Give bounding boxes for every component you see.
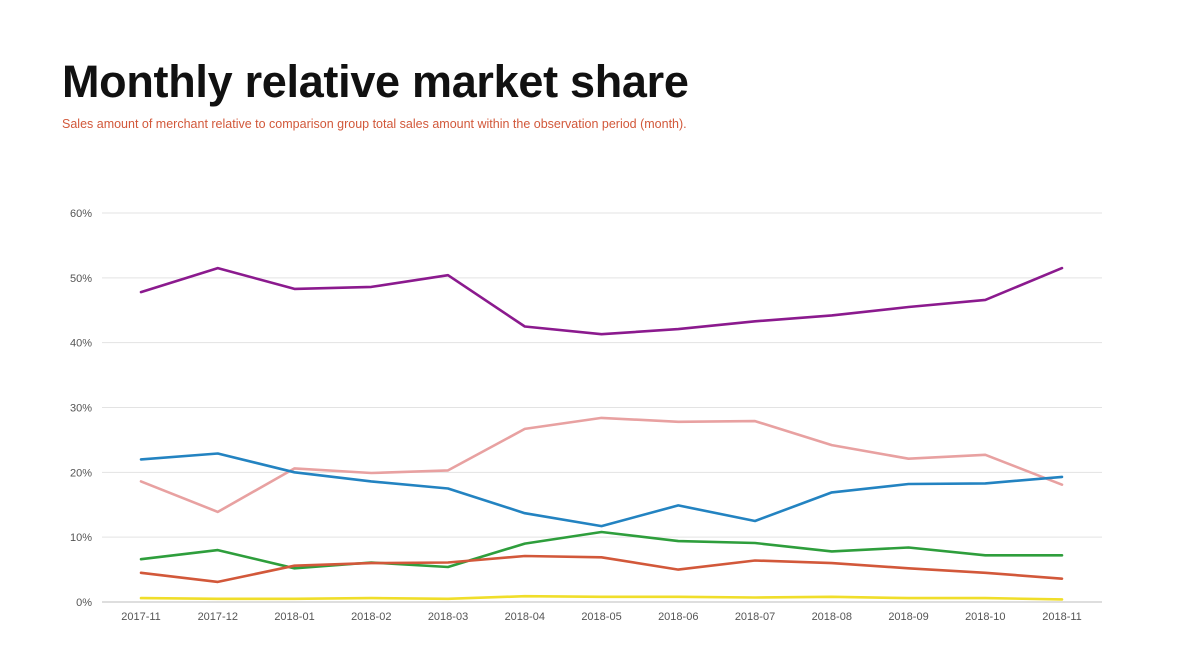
x-tick-label: 2017-11 bbox=[121, 611, 161, 623]
x-axis: 2017-11 2017-12 2018-01 2018-02 2018-03 2018-… bbox=[121, 611, 1082, 623]
x-tick-label: 2018-04 bbox=[505, 611, 545, 623]
chart-title: Monthly relative market share bbox=[62, 56, 689, 107]
series-line-4 bbox=[139, 530, 1064, 570]
grid-lines bbox=[102, 212, 1102, 603]
x-tick-label: 2018-07 bbox=[735, 611, 775, 623]
series-line-1 bbox=[139, 266, 1064, 336]
y-axis: 0% 10% 20% 30% 40% 50% 60% bbox=[70, 208, 92, 609]
series-lines bbox=[139, 266, 1064, 601]
x-tick-label: 2018-01 bbox=[274, 611, 314, 623]
x-tick-label: 2017-12 bbox=[198, 611, 238, 623]
series-line-6 bbox=[139, 594, 1064, 601]
x-tick-label: 2018-02 bbox=[351, 611, 391, 623]
y-tick-label: 50% bbox=[70, 273, 92, 285]
chart-subtitle: Sales amount of merchant relative to com… bbox=[62, 117, 687, 131]
y-tick-label: 20% bbox=[70, 467, 92, 479]
y-tick-label: 30% bbox=[70, 403, 92, 415]
x-tick-label: 2018-10 bbox=[965, 611, 1005, 623]
y-tick-label: 10% bbox=[70, 532, 92, 544]
x-tick-label: 2018-03 bbox=[428, 611, 468, 623]
series-line-5 bbox=[139, 554, 1064, 584]
x-tick-label: 2018-05 bbox=[581, 611, 621, 623]
y-tick-label: 0% bbox=[76, 597, 92, 609]
x-tick-label: 2018-06 bbox=[658, 611, 698, 623]
y-tick-label: 60% bbox=[70, 208, 92, 220]
series-line-3 bbox=[139, 452, 1064, 528]
series-line-2 bbox=[139, 416, 1064, 514]
x-tick-label: 2018-11 bbox=[1042, 611, 1082, 623]
x-tick-label: 2018-09 bbox=[888, 611, 928, 623]
x-tick-label: 2018-08 bbox=[812, 611, 852, 623]
y-tick-label: 40% bbox=[70, 338, 92, 350]
